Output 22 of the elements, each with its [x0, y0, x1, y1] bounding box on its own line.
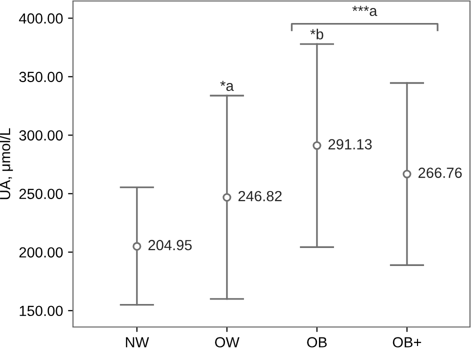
y-tick-label: 200.00 — [19, 247, 63, 258]
y-tick-label: 350.00 — [19, 72, 63, 82]
point — [402, 170, 412, 178]
y-tick-label: 300.00 — [19, 130, 63, 141]
x-tick-label: OB+ — [392, 337, 422, 348]
annotation: *a — [220, 80, 234, 91]
y-tick-label: 250.00 — [19, 188, 63, 200]
point — [132, 242, 142, 251]
annotation: *b — [310, 28, 324, 40]
data-label: 266.76 — [418, 168, 462, 178]
x-tick-label: OB — [307, 337, 327, 348]
data-label: 204.95 — [148, 240, 192, 250]
x-tick-label: OW — [215, 337, 240, 348]
y-tick-label: 150.00 — [20, 306, 63, 316]
annotation: ***a — [352, 6, 378, 16]
y-axis-title: UA, μmol/L — [0, 128, 13, 200]
data-label: 246.82 — [238, 190, 282, 202]
y-tick-label: 400.00 — [19, 13, 63, 24]
x-tick-label: NW — [126, 337, 150, 348]
data-label: 291.13 — [328, 139, 372, 150]
point — [222, 193, 232, 202]
point — [312, 141, 322, 150]
